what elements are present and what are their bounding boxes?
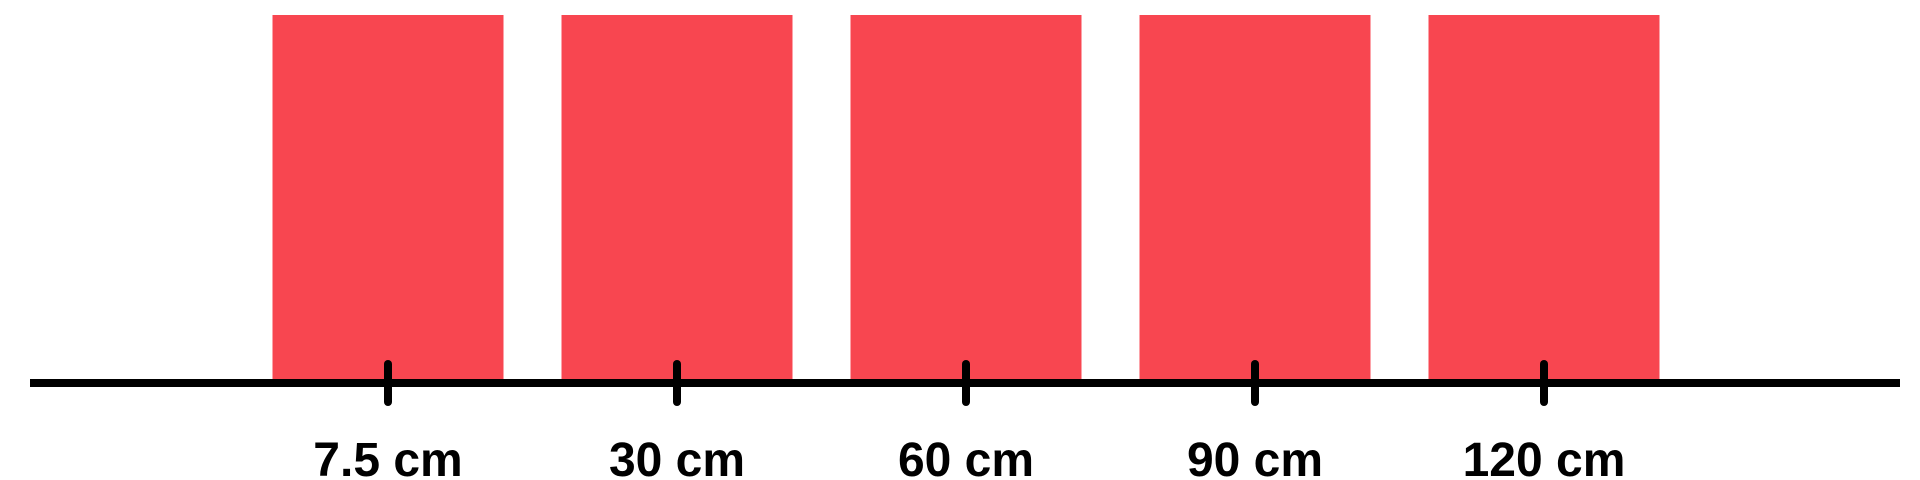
bar-1	[561, 15, 793, 383]
bars-group	[272, 15, 1660, 383]
bar-2	[850, 15, 1082, 383]
x-tick-label-3: 90 cm	[1187, 434, 1323, 480]
x-tick-label-1: 30 cm	[609, 434, 745, 480]
bar-3	[1139, 15, 1371, 383]
ticks-group	[384, 360, 1548, 406]
x-tick-label-2: 60 cm	[898, 434, 1034, 480]
bar-4	[1428, 15, 1660, 383]
tick-labels-group: 7.5 cm 30 cm 60 cm 90 cm 120 cm	[313, 434, 1625, 480]
x-tick-label-4: 120 cm	[1463, 434, 1626, 480]
bar-0	[272, 15, 504, 383]
x-tick-label-0: 7.5 cm	[313, 434, 462, 480]
